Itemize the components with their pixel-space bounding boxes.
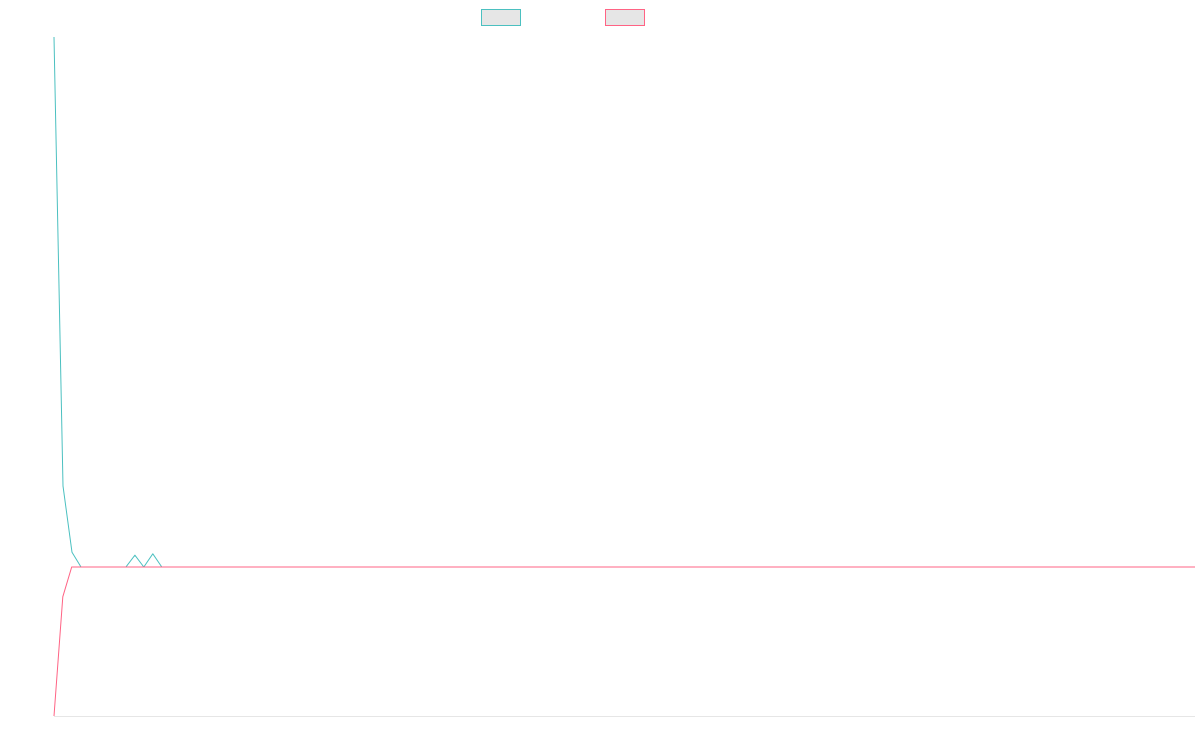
series-line-2 [53,566,1195,717]
series-line-1 [53,36,1195,568]
legend-swatch-1[interactable] [481,9,521,26]
legend-swatch-2[interactable] [605,9,645,26]
legend [481,9,645,26]
plot-area [53,36,1195,717]
